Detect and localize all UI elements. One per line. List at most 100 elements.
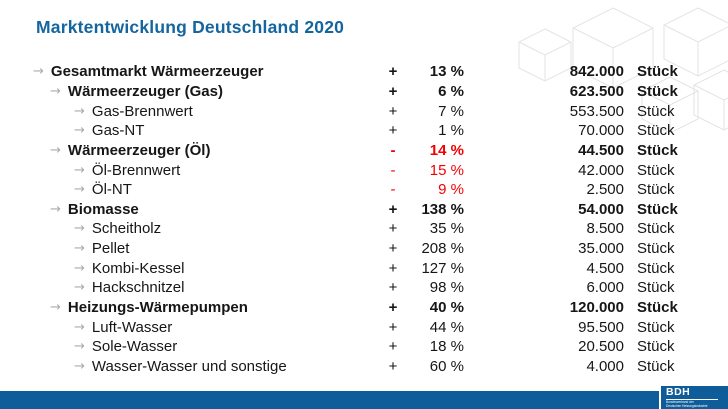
- change-sign: +: [388, 82, 398, 100]
- unit-label: Stück: [637, 220, 675, 238]
- unit-label: Stück: [637, 122, 675, 140]
- unit-label: Stück: [637, 240, 675, 258]
- unit-label: Stück: [637, 63, 678, 81]
- cubes-decoration-graphic: [518, 7, 728, 134]
- change-sign: +: [388, 259, 398, 277]
- row-label-cell: → Gas-Brennwert: [33, 103, 380, 120]
- arrow-bullet-icon: →: [74, 319, 85, 335]
- arrow-bullet-icon: →: [50, 83, 61, 99]
- unit-label: Stück: [637, 318, 675, 336]
- units-value: 35.000: [578, 240, 624, 258]
- change-sign: +: [388, 299, 398, 316]
- table-row: → Wasser-Wasser und sonstige +60 % 4.000 Stü…: [33, 357, 702, 377]
- bdh-logo-subtitle-line1: Bundesverband der: [666, 399, 718, 405]
- change-sign: +: [388, 122, 398, 140]
- table-row: → Wärmeerzeuger (Öl) - 14 % 44.500 Stück: [33, 141, 702, 161]
- arrow-bullet-icon: →: [50, 300, 61, 315]
- row-label-cell: → Wärmeerzeuger (Gas): [33, 83, 380, 100]
- arrow-bullet-icon: →: [74, 221, 85, 237]
- change-percent: 138 %: [421, 200, 464, 218]
- change-percent: 6 %: [438, 82, 464, 100]
- change-percent: 15 %: [429, 161, 464, 179]
- arrow-bullet-icon: →: [74, 162, 85, 178]
- change-sign: +: [388, 102, 398, 120]
- unit-label: Stück: [637, 299, 678, 316]
- arrow-bullet-icon: →: [74, 182, 85, 198]
- change-percent: 7 %: [438, 102, 464, 120]
- change-percent: 40 %: [429, 299, 464, 316]
- row-label: Sole-Wasser: [91, 338, 178, 356]
- unit-label: Stück: [637, 279, 675, 297]
- table-row: → Luft-Wasser +44 % 95.500 Stück: [33, 317, 702, 337]
- table-row: → Biomasse +138 % 54.000 Stück: [33, 199, 702, 219]
- change-percent: 127 %: [421, 259, 464, 277]
- page-title: Marktentwicklung Deutschland 2020: [36, 17, 345, 37]
- row-label: Gesamtmarkt Wärmeerzeuger: [50, 63, 264, 81]
- row-label: Biomasse: [67, 200, 139, 218]
- units-value: 8.500: [586, 220, 624, 238]
- units-value: 120.000: [569, 299, 624, 316]
- row-label-cell: → Biomasse: [33, 201, 380, 218]
- change-sign: +: [388, 357, 398, 375]
- units-value: 842.000: [569, 63, 624, 81]
- change-percent: 98 %: [429, 279, 464, 297]
- change-percent: 44 %: [429, 318, 464, 336]
- change-sign: +: [388, 200, 398, 218]
- arrow-bullet-icon: →: [74, 339, 85, 355]
- change-sign: +: [388, 63, 398, 81]
- table-row: → Gas-NT +1 % 70.000 Stück: [33, 121, 702, 141]
- arrow-bullet-icon: →: [74, 358, 85, 374]
- units-value: 95.500: [578, 318, 624, 336]
- units-value: 44.500: [578, 141, 624, 159]
- change-percent: 14 %: [429, 141, 464, 159]
- row-label-cell: → Gesamtmarkt Wärmeerzeuger: [33, 63, 380, 80]
- change-percent: 9 %: [438, 181, 464, 199]
- row-label-cell: → Wasser-Wasser und sonstige: [33, 358, 380, 375]
- table-row: → Pellet +208 % 35.000 Stück: [33, 239, 702, 259]
- change-sign: -: [390, 161, 396, 179]
- row-label-cell: → Öl-Brennwert: [33, 162, 380, 179]
- unit-label: Stück: [637, 181, 675, 199]
- row-label: Öl-NT: [91, 181, 132, 199]
- unit-label: Stück: [637, 357, 675, 375]
- change-sign: +: [388, 318, 398, 336]
- table-row: → Sole-Wasser +18 % 20.500 Stück: [33, 337, 702, 357]
- unit-label: Stück: [637, 161, 675, 179]
- change-percent: 1 %: [438, 122, 464, 140]
- row-label-cell: → Öl-NT: [33, 181, 380, 198]
- row-label: Kombi-Kessel: [91, 259, 185, 277]
- table-row: → Öl-Brennwert - 15 % 42.000 Stück: [33, 160, 702, 180]
- table-row: → Wärmeerzeuger (Gas) +6 % 623.500 Stück: [33, 82, 702, 102]
- row-label: Wasser-Wasser und sonstige: [91, 357, 287, 375]
- row-label-cell: → Luft-Wasser: [33, 319, 380, 336]
- row-label-cell: → Wärmeerzeuger (Öl): [33, 142, 380, 159]
- arrow-bullet-icon: →: [74, 260, 85, 276]
- units-value: 4.500: [586, 259, 624, 277]
- unit-label: Stück: [637, 338, 675, 356]
- arrow-bullet-icon: →: [50, 201, 61, 217]
- unit-label: Stück: [637, 82, 678, 100]
- arrow-bullet-icon: →: [74, 241, 85, 257]
- change-sign: +: [388, 240, 398, 258]
- change-sign: +: [388, 220, 398, 238]
- table-row: → Hackschnitzel +98 % 6.000 Stück: [33, 278, 702, 298]
- arrow-bullet-icon: →: [74, 123, 85, 139]
- row-label-cell: → Hackschnitzel: [33, 279, 380, 296]
- row-label: Wärmeerzeuger (Gas): [67, 82, 223, 100]
- market-table: → Gesamtmarkt Wärmeerzeuger +13 % 842.000 St…: [33, 62, 702, 376]
- arrow-bullet-icon: →: [33, 64, 44, 80]
- change-sign: +: [388, 279, 398, 297]
- bdh-logo-acronym: BDH: [666, 386, 691, 398]
- table-row: → Scheitholz +35 % 8.500 Stück: [33, 219, 702, 239]
- row-label-cell: → Scheitholz: [33, 220, 380, 237]
- unit-label: Stück: [637, 259, 675, 277]
- units-value: 553.500: [569, 102, 624, 120]
- units-value: 54.000: [578, 200, 624, 218]
- change-percent: 18 %: [429, 338, 464, 356]
- units-value: 2.500: [586, 181, 624, 199]
- row-label-cell: → Sole-Wasser: [33, 338, 380, 355]
- bdh-logo-subtitle-line2: Deutschen Heizungsindustrie: [666, 403, 708, 408]
- change-percent: 60 %: [429, 357, 464, 375]
- row-label: Scheitholz: [91, 220, 162, 238]
